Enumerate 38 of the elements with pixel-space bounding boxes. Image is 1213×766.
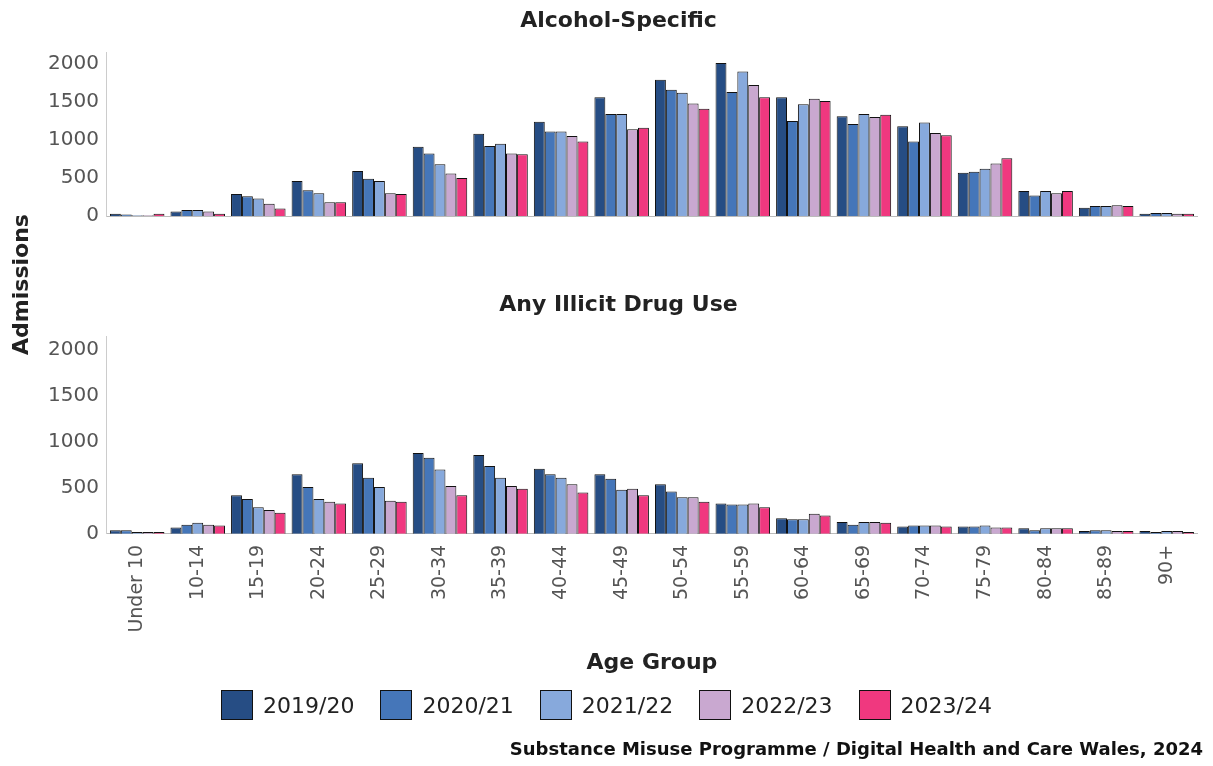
x-tick-label: 55-59 bbox=[729, 544, 752, 601]
x-tick-label: 35-39 bbox=[487, 544, 510, 601]
x-tick-label: 50-54 bbox=[669, 544, 692, 601]
x-axis-title: Age Group bbox=[586, 648, 718, 674]
x-tick-label: 90+ bbox=[1153, 544, 1176, 585]
x-tick-label: 80-84 bbox=[1032, 544, 1055, 601]
legend-label: 2023/24 bbox=[900, 692, 993, 718]
y-tick-label: 1500 bbox=[47, 88, 99, 113]
legend-label: 2020/21 bbox=[422, 692, 514, 718]
x-tick-label: 65-69 bbox=[850, 544, 873, 601]
text: Substance Misuse Programme / Digital Health and Care Wales, 2024 bbox=[509, 738, 1203, 759]
y-tick-label: 500 bbox=[60, 164, 99, 189]
x-tick-label: 25-29 bbox=[366, 544, 389, 601]
y-tick-label: 2000 bbox=[47, 336, 99, 361]
x-tick-label: 10-14 bbox=[184, 544, 207, 601]
x-tick-label: 75-79 bbox=[971, 544, 994, 601]
y-tick-label: 2000 bbox=[47, 50, 99, 75]
x-tick-label: 20-24 bbox=[305, 544, 328, 601]
legend-label: 2022/23 bbox=[741, 692, 833, 718]
chart-title: Alcohol-Specific bbox=[520, 6, 717, 32]
x-tick-label: 45-49 bbox=[608, 544, 631, 601]
y-tick-label: 1000 bbox=[47, 126, 99, 151]
y-tick-label: 500 bbox=[60, 474, 99, 499]
y-tick-label: 1000 bbox=[47, 428, 99, 453]
y-axis-title: Admissions bbox=[7, 213, 33, 357]
chart-title: Any Illicit Drug Use bbox=[499, 290, 738, 316]
x-tick-label: 70-74 bbox=[911, 544, 934, 601]
y-tick-label: 0 bbox=[86, 202, 99, 227]
x-tick-label: Under 10 bbox=[124, 544, 147, 633]
x-tick-label: 85-89 bbox=[1093, 544, 1116, 601]
legend-label: 2021/22 bbox=[581, 692, 674, 718]
x-tick-label: 30-34 bbox=[426, 544, 449, 601]
y-tick-label: 0 bbox=[86, 520, 99, 545]
x-tick-label: 15-19 bbox=[245, 544, 268, 601]
legend-label: 2019/20 bbox=[262, 692, 355, 718]
y-tick-label: 1500 bbox=[47, 382, 99, 407]
x-tick-label: 60-64 bbox=[790, 544, 813, 601]
x-tick-label: 40-44 bbox=[548, 544, 571, 601]
